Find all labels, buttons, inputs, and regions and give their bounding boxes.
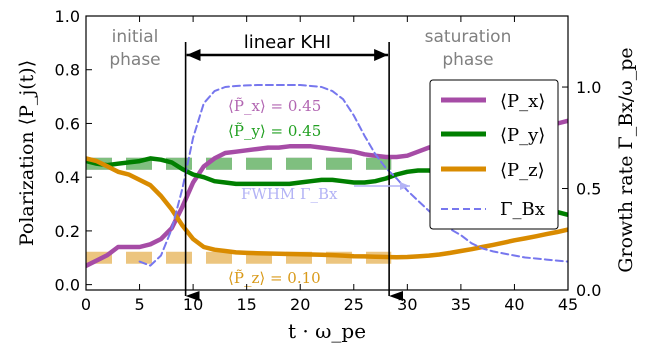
- saturation-phase-label: saturation: [425, 27, 512, 47]
- x-axis-ticks: 0 5 10 15 20 25 30 35 40 45: [81, 16, 578, 314]
- x-tick-label: 25: [344, 295, 364, 314]
- y-tick-label-left: 0.4: [55, 168, 80, 187]
- linear-khi-label: linear KHI: [244, 32, 331, 53]
- x-tick-label: 45: [558, 295, 578, 314]
- initial-phase-label: initial: [112, 27, 159, 47]
- x-tick-label: 40: [504, 295, 524, 314]
- right-y-axis-title: Growth rate Γ_Bx/ω_pe: [615, 47, 637, 272]
- x-tick-label: 30: [397, 295, 417, 314]
- left-y-axis-title: Polarization ⟨P_j(t)⟩: [16, 60, 38, 246]
- py-mean-annotation: ⟨P̃_y⟩ = 0.45: [228, 122, 321, 140]
- mean-bands: [86, 157, 392, 264]
- x-tick-label: 10: [183, 295, 203, 314]
- x-tick-label: 20: [290, 295, 310, 314]
- phase-boundary-arrows: [184, 42, 404, 301]
- x-tick-label: 0: [81, 295, 91, 314]
- left-y-axis-ticks: 0.0 0.2 0.4 0.6 0.8 1.0: [55, 7, 92, 295]
- y-tick-label-right: 0.5: [576, 180, 601, 199]
- initial-phase-label-line2: phase: [109, 50, 160, 70]
- y-tick-label-left: 0.8: [55, 61, 80, 80]
- y-tick-label-left: 0.0: [55, 276, 80, 295]
- x-tick-label: 35: [451, 295, 471, 314]
- fwhm-annotation: FWHM Γ_Bx: [241, 185, 338, 203]
- x-tick-label: 5: [134, 295, 144, 314]
- legend-box: [429, 79, 559, 230]
- x-tick-label: 15: [236, 295, 256, 314]
- saturation-phase-label-line2: phase: [442, 50, 493, 70]
- y-tick-label-left: 1.0: [55, 7, 80, 26]
- legend-label-pz: ⟨P_z⟩: [500, 160, 545, 181]
- x-axis-title: t · ω_pe: [288, 319, 366, 343]
- legend-label-py: ⟨P_y⟩: [500, 125, 545, 146]
- right-y-axis-ticks: 0.0 0.5 1.0: [562, 78, 601, 300]
- y-tick-label-left: 0.6: [55, 114, 80, 133]
- plot-frame: [85, 15, 569, 291]
- y-tick-label-left: 0.2: [55, 222, 80, 241]
- px-mean-annotation: ⟨P̃_x⟩ = 0.45: [228, 97, 321, 115]
- legend: ⟨P_x⟩ ⟨P_y⟩ ⟨P_z⟩ Γ_Bx: [429, 79, 559, 230]
- series-gamma: [138, 84, 568, 267]
- y-tick-label-right: 0.0: [576, 281, 601, 300]
- pz-mean-annotation: ⟨P̃_z⟩ = 0.10: [228, 269, 321, 287]
- legend-label-gamma: Γ_Bx: [500, 199, 545, 220]
- y-tick-label-right: 1.0: [576, 78, 601, 97]
- series-pz: [86, 156, 568, 260]
- legend-label-px: ⟨P_x⟩: [500, 91, 545, 112]
